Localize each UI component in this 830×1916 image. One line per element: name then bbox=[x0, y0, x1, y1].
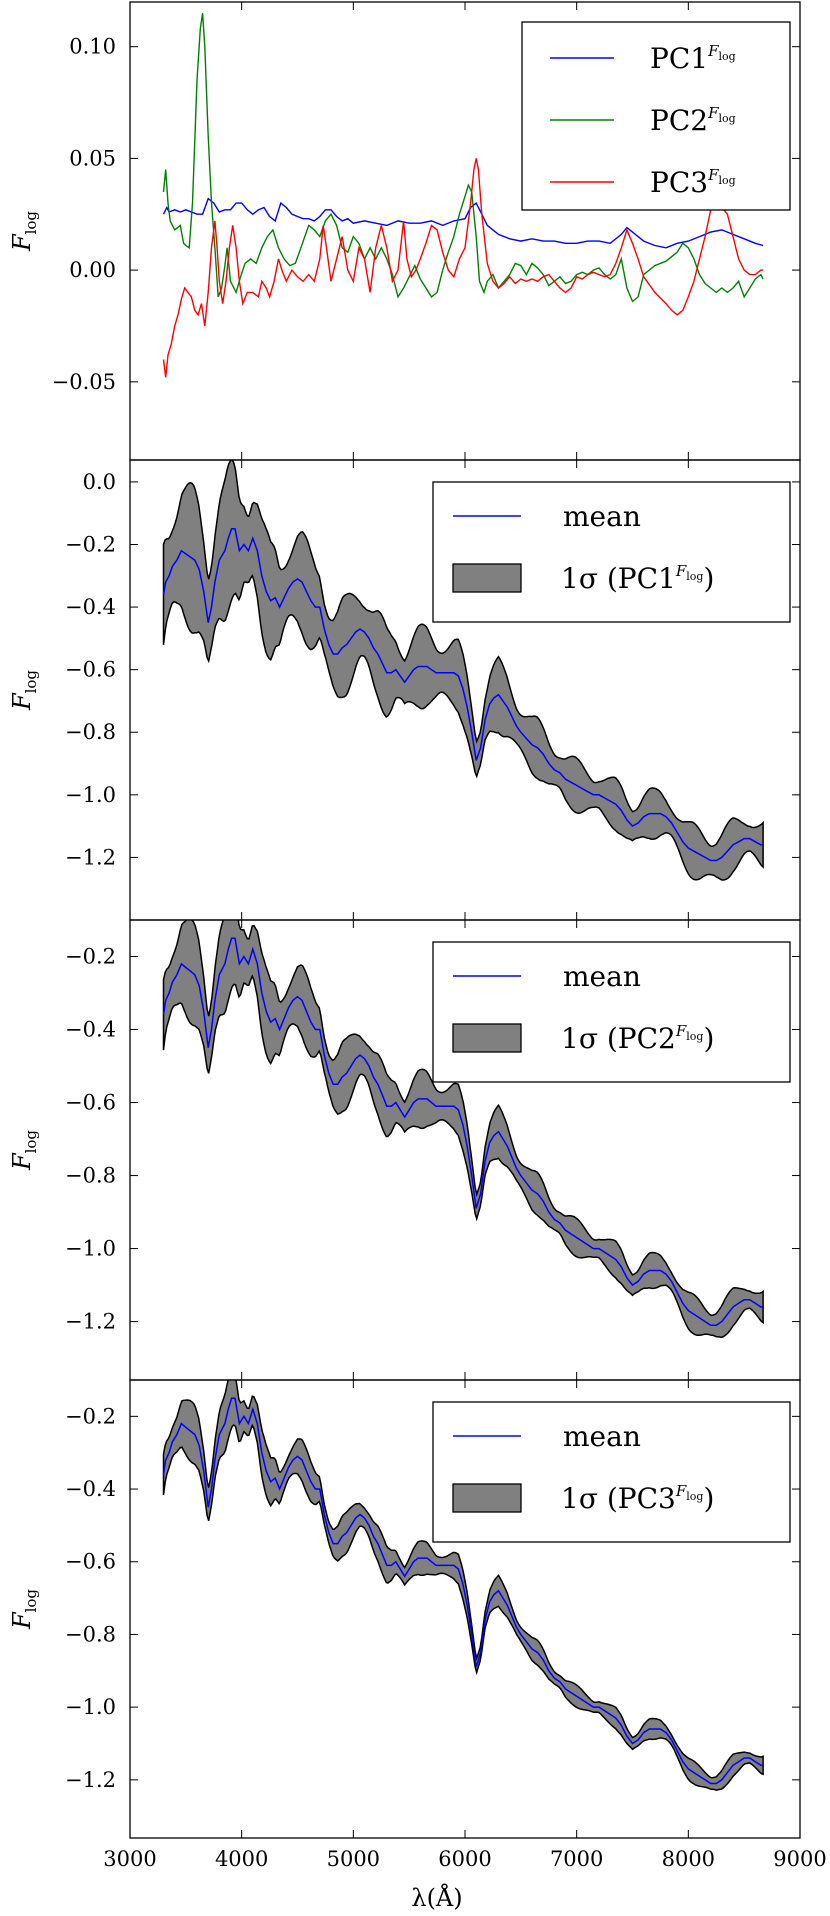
sigma-band bbox=[162, 460, 764, 881]
x-tick-label: 9000 bbox=[773, 1847, 826, 1871]
y-axis-label: Flog bbox=[8, 1130, 40, 1171]
y-tick-label: −0.6 bbox=[65, 1091, 116, 1115]
y-tick-label: 0.00 bbox=[69, 258, 116, 282]
panel-3: −0.2 −0.4 −0.6 −0.8 −1.0 −1.2 Flog mean 1σ (PC2F… bbox=[8, 919, 801, 1381]
legend-swatch-band bbox=[452, 563, 522, 593]
legend-label-mean: mean bbox=[563, 960, 641, 993]
y-tick-label: −1.2 bbox=[65, 845, 116, 869]
plot-area-1 bbox=[162, 13, 764, 378]
plot-area-2 bbox=[162, 460, 764, 881]
y-tick-label: 0.10 bbox=[69, 35, 116, 59]
mean-line bbox=[162, 937, 764, 1326]
y-tick-label: −0.8 bbox=[65, 720, 116, 744]
legend: mean 1σ (PC2Flog) bbox=[432, 941, 791, 1083]
y-tick-label: −0.4 bbox=[65, 595, 116, 619]
x-tick-label: 5000 bbox=[327, 1847, 380, 1871]
y-tick-label: −1.0 bbox=[65, 1237, 116, 1261]
y-tick-label: 0.05 bbox=[69, 146, 116, 170]
y-tick-label: −1.0 bbox=[65, 783, 116, 807]
legend-label-mean: mean bbox=[563, 1420, 641, 1453]
y-tick-label: −0.2 bbox=[65, 945, 116, 969]
legend-box bbox=[432, 481, 791, 623]
legend-label-band: 1σ (PC2Flog) bbox=[561, 1022, 714, 1055]
legend-box bbox=[521, 21, 791, 211]
legend-label-band: 1σ (PC3Flog) bbox=[561, 1482, 714, 1515]
x-tick-label: 6000 bbox=[438, 1847, 491, 1871]
legend-label-band: 1σ (PC1Flog) bbox=[561, 562, 714, 595]
y-tick-label: −0.6 bbox=[65, 658, 116, 682]
legend: mean 1σ (PC1Flog) bbox=[432, 481, 791, 623]
panel-2: 0.0 −0.2 −0.4 −0.6 −0.8 −1.0 −1.2 Flog mean 1σ (P… bbox=[8, 459, 801, 921]
legend-swatch-band bbox=[452, 1023, 522, 1053]
plot-area-4 bbox=[162, 1380, 764, 1791]
y-tick-label: −0.8 bbox=[65, 1622, 116, 1646]
legend-box bbox=[432, 1401, 791, 1543]
legend-label-pc1: PC1Flog bbox=[650, 42, 736, 75]
plot-area-3 bbox=[162, 920, 764, 1339]
mean-line bbox=[162, 528, 764, 862]
x-tick-label: 4000 bbox=[215, 1847, 268, 1871]
y-tick-label: −0.2 bbox=[65, 532, 116, 556]
legend-swatch-band bbox=[452, 1483, 522, 1513]
x-tick-label: 3000 bbox=[103, 1847, 156, 1871]
panel-4: −0.2 −0.4 −0.6 −0.8 −1.0 −1.2 3000 4000 5000 6000… bbox=[8, 1379, 827, 1871]
x-tick-label: 7000 bbox=[550, 1847, 603, 1871]
series-line-pc3 bbox=[162, 158, 764, 378]
y-tick-label: −0.05 bbox=[52, 370, 116, 394]
y-axis-label: Flog bbox=[8, 1589, 40, 1630]
series-line-pc2 bbox=[162, 13, 764, 303]
y-tick-label: 0.0 bbox=[83, 470, 116, 494]
legend-box bbox=[432, 941, 791, 1083]
y-tick-label: −1.2 bbox=[65, 1310, 116, 1334]
legend-label-mean: mean bbox=[563, 500, 641, 533]
y-tick-label: −1.2 bbox=[65, 1768, 116, 1792]
y-tick-label: −1.0 bbox=[65, 1695, 116, 1719]
x-axis-label: λ(Å) bbox=[411, 1883, 462, 1912]
legend: PC1Flog PC2Flog PC3Flog bbox=[521, 21, 791, 211]
mean-line bbox=[162, 1397, 764, 1785]
panel-1: 0.10 0.05 0.00 −0.05 Flog PC1Flog PC2Flog PC3Fl… bbox=[8, 1, 801, 461]
y-tick-label: −0.6 bbox=[65, 1550, 116, 1574]
y-tick-label: −0.2 bbox=[65, 1404, 116, 1428]
series-line-pc1 bbox=[162, 197, 764, 249]
y-tick-label: −0.4 bbox=[65, 1477, 116, 1501]
y-axis-label: Flog bbox=[8, 211, 40, 252]
legend: mean 1σ (PC3Flog) bbox=[432, 1401, 791, 1543]
legend-label-pc2: PC2Flog bbox=[650, 104, 736, 137]
y-tick-label: −0.8 bbox=[65, 1164, 116, 1188]
y-axis-label: Flog bbox=[8, 670, 40, 711]
x-tick-label: 8000 bbox=[662, 1847, 715, 1871]
y-tick-label: −0.4 bbox=[65, 1018, 116, 1042]
legend-label-pc3: PC3Flog bbox=[650, 166, 736, 199]
